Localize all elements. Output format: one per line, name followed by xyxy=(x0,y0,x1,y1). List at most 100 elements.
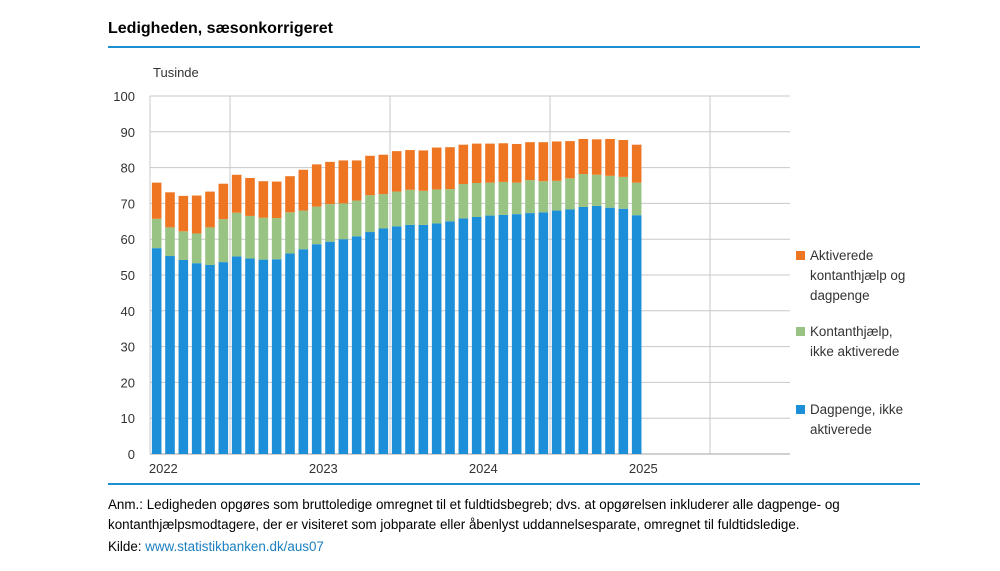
legend-label: Kontanthjælp, ikke aktiverede xyxy=(810,324,899,359)
bar-segment-aktiverede xyxy=(245,177,255,216)
bar-segment-dagpenge xyxy=(591,205,602,454)
bar-segment-aktiverede xyxy=(511,143,522,183)
bar-segment-kontanthjaelp xyxy=(365,195,375,233)
bar-segment-dagpenge xyxy=(458,218,469,454)
bar-segment-kontanthjaelp xyxy=(351,200,362,237)
bar-segment-dagpenge xyxy=(618,208,629,454)
y-tick-label: 20 xyxy=(121,375,135,390)
bar-segment-kontanthjaelp xyxy=(325,204,335,242)
title-rule xyxy=(108,46,920,48)
bar-segment-kontanthjaelp xyxy=(298,210,309,250)
bar-segment-dagpenge xyxy=(378,228,389,454)
bar-segment-aktiverede xyxy=(311,164,322,207)
bar-segment-dagpenge xyxy=(151,248,162,454)
chart-title: Ledigheden, sæsonkorrigeret xyxy=(108,20,333,37)
x-year-label: 2023 xyxy=(309,461,338,476)
bar-segment-aktiverede xyxy=(605,138,615,176)
bar-segment-kontanthjaelp xyxy=(538,181,549,213)
bar-segment-kontanthjaelp xyxy=(431,189,442,224)
bar-segment-aktiverede xyxy=(378,154,389,195)
bar-segment-dagpenge xyxy=(498,214,509,454)
bar-segment-dagpenge xyxy=(205,264,215,454)
bar-segment-aktiverede xyxy=(325,161,335,205)
bar-segment-dagpenge xyxy=(325,241,335,454)
bar-segment-aktiverede xyxy=(218,183,229,220)
bar-segment-kontanthjaelp xyxy=(445,189,455,222)
bar-segment-kontanthjaelp xyxy=(191,233,202,264)
y-tick-label: 50 xyxy=(121,268,135,283)
y-tick-label: 70 xyxy=(121,196,135,211)
y-tick-label: 100 xyxy=(113,89,135,104)
bar-segment-aktiverede xyxy=(578,138,589,175)
bar-segment-dagpenge xyxy=(231,256,242,454)
y-tick-label: 40 xyxy=(121,304,135,319)
y-axis-label: Tusinde xyxy=(153,65,199,80)
bar-segment-aktiverede xyxy=(565,141,575,179)
bar-segment-dagpenge xyxy=(431,223,442,454)
bar-segment-dagpenge xyxy=(258,259,269,454)
y-tick-label: 0 xyxy=(128,447,135,462)
bar-segment-aktiverede xyxy=(431,147,442,190)
bar-segment-aktiverede xyxy=(618,140,629,177)
bar-segment-aktiverede xyxy=(458,144,469,185)
bar-segment-kontanthjaelp xyxy=(418,190,429,225)
bar-segment-dagpenge xyxy=(298,249,309,454)
bar-segment-aktiverede xyxy=(391,151,402,192)
bar-segment-kontanthjaelp xyxy=(151,218,162,249)
bar-segment-dagpenge xyxy=(525,213,535,454)
bar-segment-dagpenge xyxy=(445,221,455,454)
bar-segment-kontanthjaelp xyxy=(565,178,575,210)
legend-label: Dagpenge, ikke aktiverede xyxy=(810,402,903,437)
bar-segment-aktiverede xyxy=(445,147,455,190)
bar-segment-dagpenge xyxy=(245,258,255,454)
bar-segment-dagpenge xyxy=(351,236,362,454)
bar-segment-aktiverede xyxy=(151,182,162,219)
source-link[interactable]: www.statistikbanken.dk/aus07 xyxy=(145,539,324,554)
bar-segment-aktiverede xyxy=(338,160,349,204)
bar-segment-kontanthjaelp xyxy=(338,203,349,240)
bar-segment-aktiverede xyxy=(258,181,269,218)
bar-segment-aktiverede xyxy=(351,160,362,201)
bar-segment-kontanthjaelp xyxy=(591,174,602,206)
y-tick-label: 90 xyxy=(121,125,135,140)
bar-segment-aktiverede xyxy=(498,143,509,182)
bar-segment-dagpenge xyxy=(605,207,615,454)
bar-segment-kontanthjaelp xyxy=(471,182,482,217)
bar-segment-dagpenge xyxy=(538,212,549,454)
bar-segment-kontanthjaelp xyxy=(178,231,189,260)
footnote: Anm.: Ledigheden opgøres som bruttoledig… xyxy=(108,497,840,532)
stacked-bar-chart: 0 10 20 30 40 50 60 70 80 90 100 Tusinde 2022 2023 202… xyxy=(113,65,905,476)
bar-segment-kontanthjaelp xyxy=(618,176,629,209)
bar-segment-kontanthjaelp xyxy=(218,219,229,263)
bar-segment-dagpenge xyxy=(271,259,282,454)
bar-segment-kontanthjaelp xyxy=(271,218,282,260)
bar-segment-dagpenge xyxy=(418,224,429,454)
bar-segment-dagpenge xyxy=(551,210,562,454)
bar-segment-aktiverede xyxy=(471,143,482,183)
bar-segment-aktiverede xyxy=(631,144,642,183)
bar-segment-dagpenge xyxy=(405,224,415,454)
bar-segment-kontanthjaelp xyxy=(511,182,522,215)
bar-segment-aktiverede xyxy=(271,181,282,219)
bar-segment-dagpenge xyxy=(565,209,575,454)
x-year-label: 2024 xyxy=(469,461,498,476)
bar-segment-kontanthjaelp xyxy=(485,182,495,216)
bar-segment-aktiverede xyxy=(231,174,242,213)
bar-segment-kontanthjaelp xyxy=(631,182,642,216)
bar-segment-kontanthjaelp xyxy=(285,212,295,254)
source-label: Kilde: xyxy=(108,539,146,554)
bar-segment-dagpenge xyxy=(191,263,202,454)
bar-segment-kontanthjaelp xyxy=(458,184,469,219)
legend-swatch xyxy=(796,327,805,336)
bar-segment-aktiverede xyxy=(525,142,535,181)
bar-segment-kontanthjaelp xyxy=(551,180,562,211)
bar-segment-aktiverede xyxy=(405,150,415,190)
bar-segment-kontanthjaelp xyxy=(258,217,269,260)
bar-segment-dagpenge xyxy=(365,232,375,454)
bar-segment-kontanthjaelp xyxy=(245,215,255,259)
legend-swatch xyxy=(796,405,805,414)
bar-segment-aktiverede xyxy=(285,176,295,213)
bar-segment-aktiverede xyxy=(538,142,549,182)
y-tick-label: 80 xyxy=(121,161,135,176)
legend-label: Aktiverede kontanthjælp og dagpenge xyxy=(810,248,905,303)
